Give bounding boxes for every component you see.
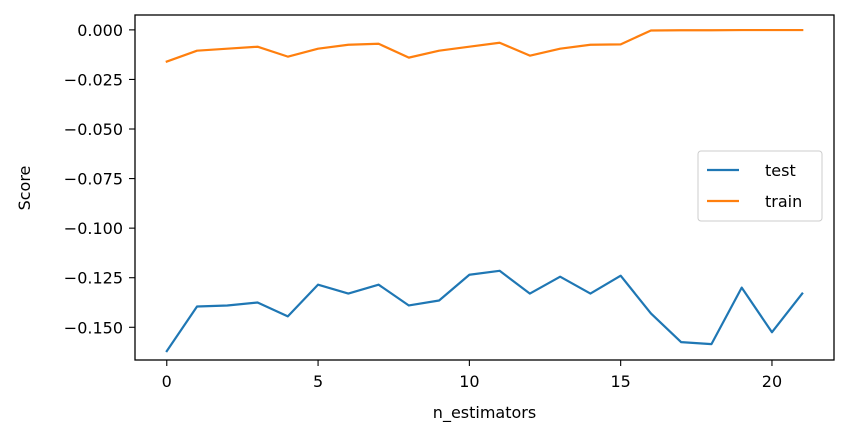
y-tick-label: −0.025 [64,70,123,89]
x-tick-label: 0 [162,372,172,391]
legend: test train [697,150,823,222]
x-axis-label: n_estimators [433,403,536,423]
y-tick-label: −0.050 [64,120,123,139]
y-tick-label: −0.125 [64,269,123,288]
x-axis-ticks: 0 5 10 15 20 [162,360,782,391]
series-line-train [165,28,804,63]
legend-box [697,150,823,222]
y-tick-label: −0.075 [64,170,123,189]
y-tick-label: −0.100 [64,219,123,238]
x-tick-label: 5 [313,372,323,391]
series-line-test [165,269,804,353]
y-axis-label: Score [15,166,34,211]
x-tick-label: 10 [459,372,479,391]
x-tick-label: 20 [762,372,782,391]
legend-label-train: train [765,192,802,211]
x-tick-label: 15 [610,372,630,391]
y-tick-label: 0.000 [77,21,123,40]
legend-label-test: test [765,161,796,180]
axes-frame [134,14,835,361]
y-tick-label: −0.150 [64,318,123,337]
y-axis-ticks: 0.000 −0.025 −0.050 −0.075 −0.100 −0.125 −0.15… [64,21,135,337]
plot-lines [165,28,804,353]
